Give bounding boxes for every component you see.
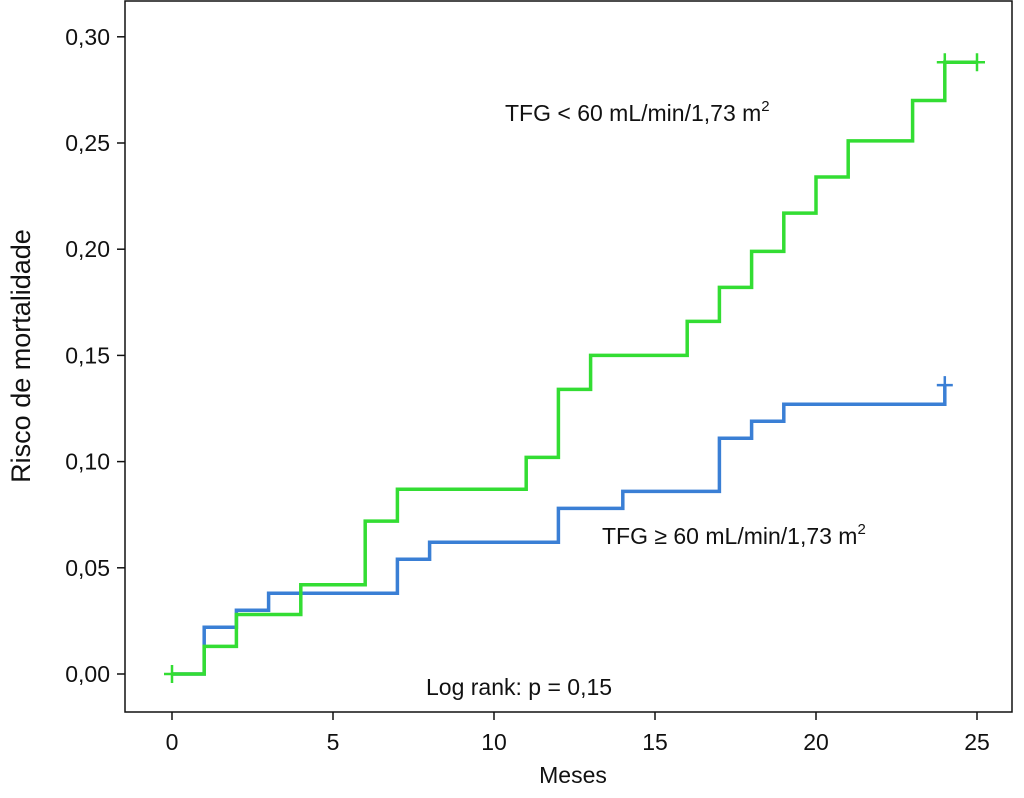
y-tick-label: 0,15 [65, 342, 110, 368]
x-tick-label: 5 [327, 729, 340, 755]
y-axis-label: Risco de mortalidade [6, 229, 36, 483]
y-tick-label: 0,20 [65, 236, 110, 262]
censor-mark [164, 665, 180, 683]
censor-mark [936, 376, 953, 395]
y-tick-label: 0,10 [65, 449, 110, 475]
x-tick-label: 25 [964, 729, 990, 755]
censor-mark [936, 53, 953, 72]
series-line [172, 60, 977, 676]
y-tick-label: 0,30 [65, 24, 110, 50]
y-tick-label: 0,25 [65, 130, 110, 156]
y-tick-label: 0,00 [65, 661, 110, 687]
series-label-high-tfg: TFG ≥ 60 mL/min/1,73 m2 [602, 521, 866, 549]
x-tick-label: 10 [481, 729, 507, 755]
plot-frame [124, 0, 1013, 713]
x-axis-label: Meses [539, 762, 607, 788]
x-tick-label: 20 [803, 729, 829, 755]
x-tick-label: 15 [642, 729, 668, 755]
series-label-low-tfg: TFG < 60 mL/min/1,73 m2 [505, 98, 770, 126]
log-rank-annotation: Log rank: p = 0,15 [426, 674, 612, 700]
censor-mark [969, 53, 985, 72]
x-tick-label: 0 [166, 729, 179, 755]
y-tick-label: 0,05 [65, 555, 110, 581]
